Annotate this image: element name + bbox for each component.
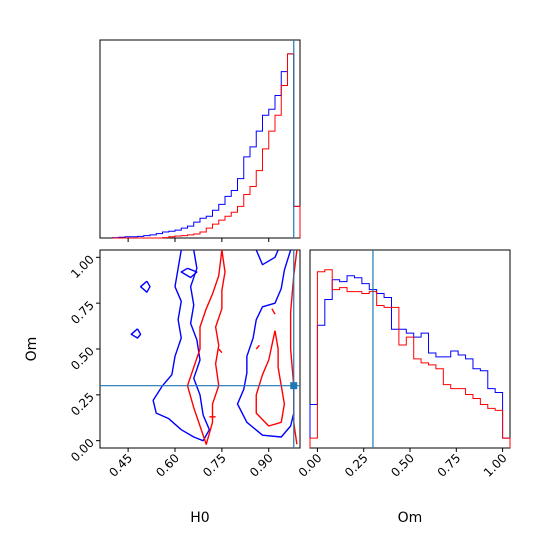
- hist_om-x-tick-label: 0.25: [342, 451, 371, 480]
- panel-hist-h0: [99, 39, 301, 239]
- hist_om-x-tick-label: 0.50: [388, 451, 417, 480]
- hist_h0-series-0: [112, 53, 301, 239]
- y-axis-label-om: Om: [24, 337, 40, 362]
- panel-hist-h0-frame: [99, 39, 301, 239]
- contour-series-1-path-0: [186, 250, 226, 446]
- contour-series-0-path-1: [255, 250, 279, 266]
- contour_h0_om-x-tick-label: 0.60: [153, 451, 182, 480]
- contour-y-tick-label: 0.75: [68, 298, 97, 327]
- contour-series-1-path-1: [255, 330, 286, 427]
- contour-series-1-path-5: [255, 344, 260, 350]
- contour-y-tick-label: 0.50: [68, 344, 97, 373]
- hist_om-series-1: [309, 269, 511, 448]
- contour-series-1-path-4: [218, 348, 223, 354]
- contour_h0_om-x-tick-label: 0.90: [247, 451, 276, 480]
- contour-y-tick-label: 0.25: [68, 390, 97, 419]
- contour-group: [100, 250, 300, 448]
- hist_om-x-tick-label: 1.00: [481, 451, 510, 480]
- contour-series-0-path-3: [180, 267, 198, 279]
- contour-truth-point: [290, 382, 298, 390]
- x-axis-label-h0: H0: [190, 510, 209, 526]
- contour-series-1-path-6: [271, 308, 276, 315]
- contour-series-0-path-4: [139, 280, 151, 293]
- hist_h0-series-1: [112, 53, 301, 239]
- hist_om-x-tick-label: 0.00: [296, 451, 325, 480]
- contour-y-tick-label: 0.00: [68, 436, 97, 465]
- contour-y-tick-label: 1.00: [68, 252, 97, 281]
- chart-marks: 0.00 0.25 0.50 0.75 1.00 0.45 0.60 0.75 0.90 0.00…: [68, 40, 511, 480]
- contour_h0_om-x-tick-label: 0.45: [106, 451, 135, 480]
- hist_om-x-tick-label: 0.75: [435, 451, 464, 480]
- x-axis-label-om: Om: [398, 510, 423, 526]
- contour-series-0-path-2: [236, 250, 295, 438]
- contour-series-0-path-0: [152, 250, 211, 442]
- contour_h0_om-x-tick-label: 0.75: [200, 451, 229, 480]
- hist_om-series-0: [309, 275, 511, 448]
- contour-series-0-path-5: [130, 328, 142, 339]
